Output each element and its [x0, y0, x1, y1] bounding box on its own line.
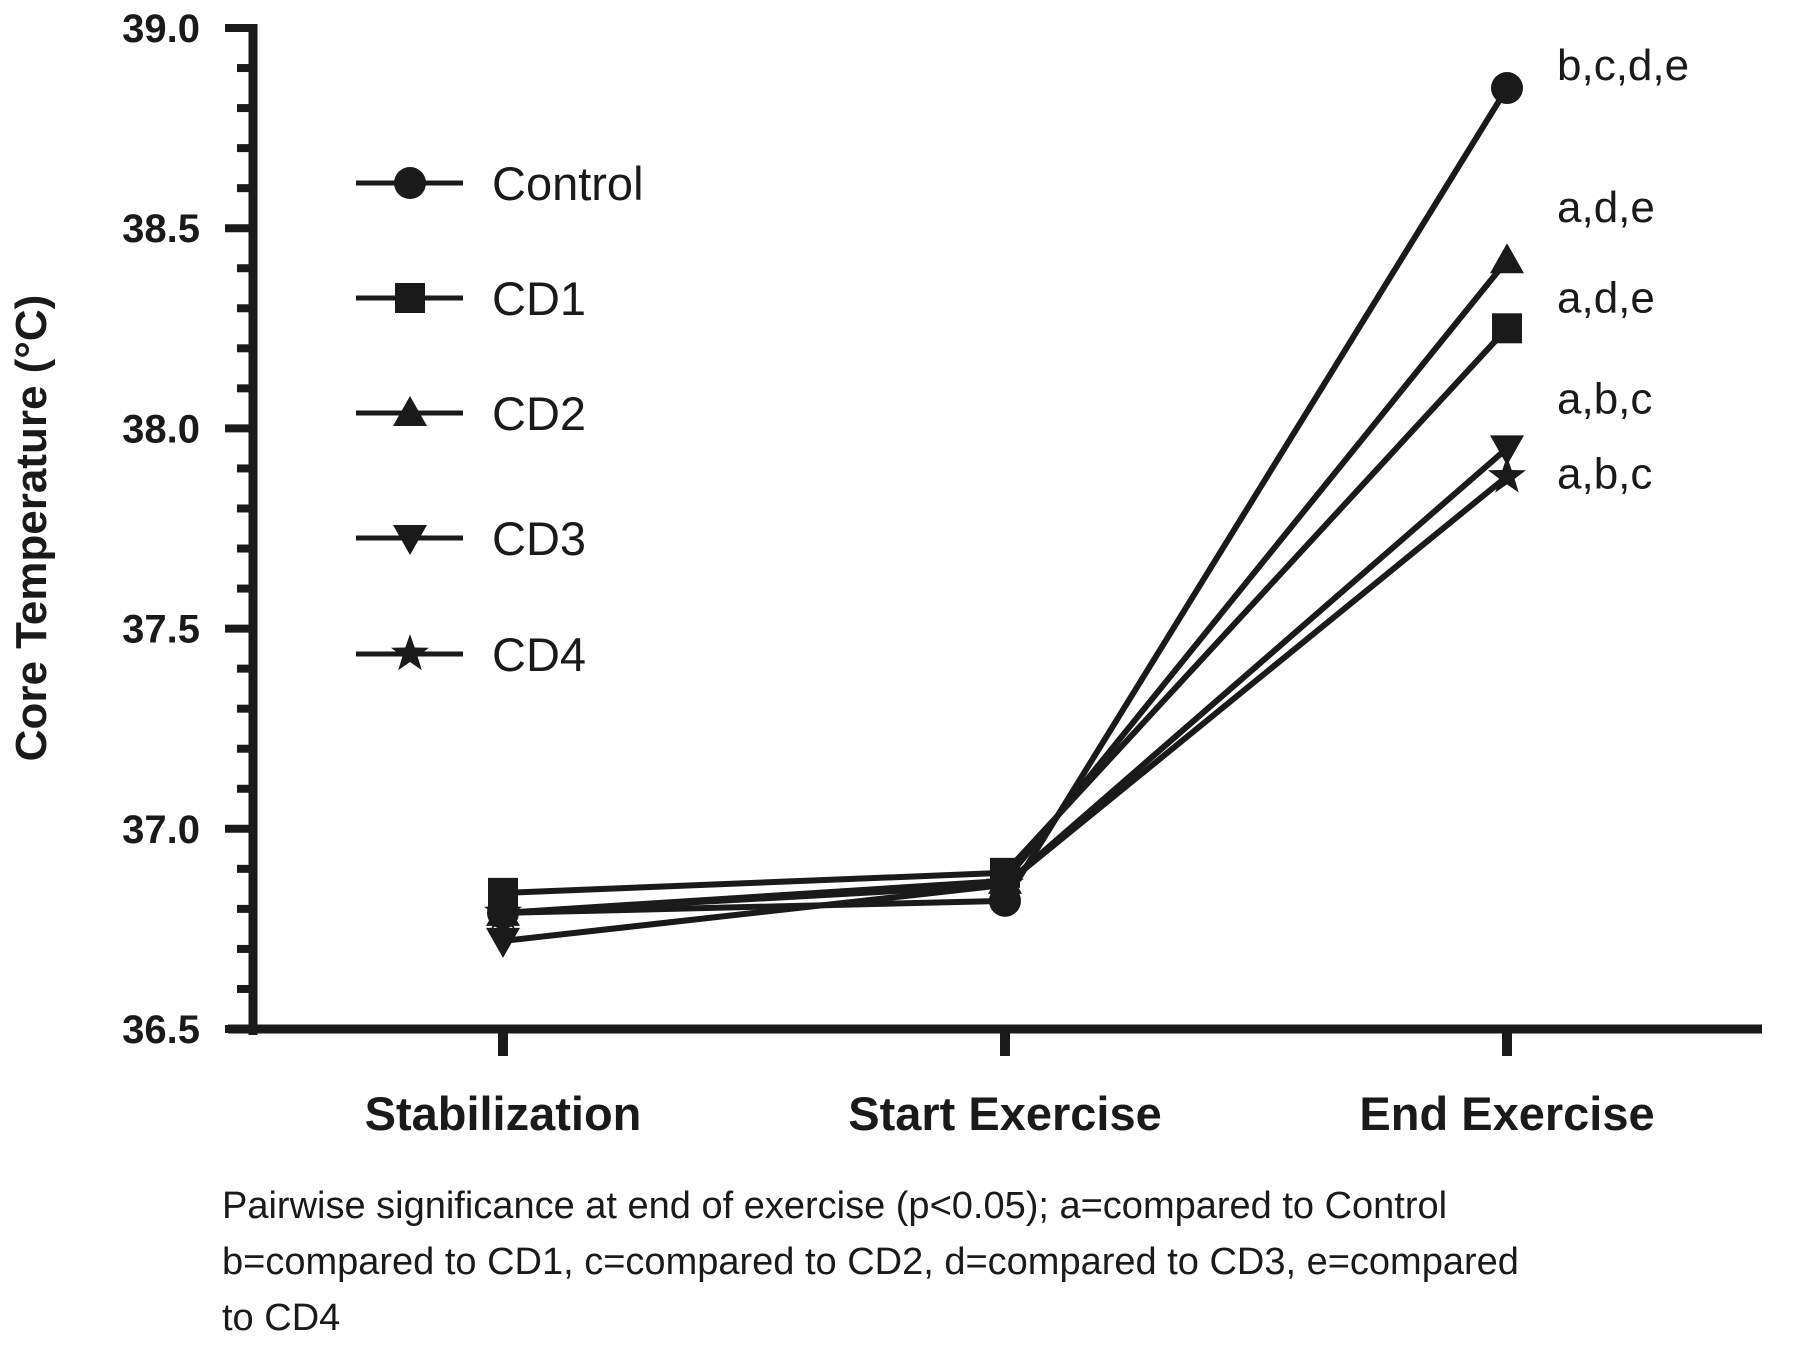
series-line-cd1: [502, 326, 1510, 896]
legend-label-control: Control: [492, 157, 644, 210]
series-line-control: [502, 86, 1510, 916]
y-tick-labels: 36.5 37.0 37.5 38.0 38.5 39.0: [122, 7, 200, 1052]
annotation-cd4: a,b,c: [1557, 449, 1652, 498]
legend-label-cd3: CD3: [492, 512, 586, 565]
legend-marker-cd2: [393, 396, 427, 426]
annotation-cd1: a,d,e: [1557, 273, 1655, 322]
y-tick-label: 38.5: [122, 207, 200, 251]
caption-line-3: to CD4: [222, 1297, 341, 1339]
y-tick-label: 38.0: [122, 407, 200, 451]
y-tick-label: 37.5: [122, 608, 200, 652]
caption: Pairwise significance at end of exercise…: [222, 1178, 1800, 1346]
x-tick-label: End Exercise: [1359, 1087, 1654, 1140]
annotation-cd2: a,d,e: [1557, 183, 1655, 232]
legend-label-cd2: CD2: [492, 387, 586, 440]
caption-line-1: Pairwise significance at end of exercise…: [222, 1185, 1448, 1227]
legend-marker-cd3: [393, 525, 427, 555]
significance-annotations: b,c,d,e a,d,e a,d,e a,b,c a,b,c: [1557, 41, 1689, 498]
legend-item-cd1: CD1: [356, 272, 586, 325]
data-point-cd3: [486, 927, 520, 958]
legend-item-cd3: CD3: [356, 512, 586, 565]
axes: [225, 24, 1762, 1056]
series-markers: [484, 72, 1526, 958]
series-lines: [502, 86, 1510, 944]
legend-label-cd1: CD1: [492, 272, 586, 325]
annotation-cd3: a,b,c: [1557, 374, 1652, 423]
legend: Control CD1 CD2 CD3 CD4: [356, 157, 644, 681]
series-line-cd2: [502, 258, 1510, 916]
data-point-control: [1491, 72, 1523, 105]
legend-item-cd2: CD2: [356, 387, 586, 440]
annotation-control: b,c,d,e: [1557, 41, 1689, 90]
x-tick-label: Stabilization: [365, 1087, 642, 1140]
data-point-cd4: [484, 892, 522, 930]
legend-marker-cd1: [395, 283, 425, 313]
legend-label-cd4: CD4: [492, 628, 586, 681]
data-point-cd1: [1492, 313, 1522, 344]
caption-line-2: b=compared to CD1, c=compared to CD2, d=…: [222, 1241, 1519, 1283]
series-line-cd4: [502, 474, 1509, 916]
data-point-cd4: [986, 864, 1024, 901]
legend-marker-control: [394, 167, 426, 199]
legend-item-cd4: CD4: [356, 628, 586, 681]
data-point-cd3: [1490, 435, 1524, 466]
y-tick-label: 36.5: [122, 1008, 200, 1052]
y-tick-label: 37.0: [122, 808, 200, 852]
y-axis-title: Core Temperature (°C): [7, 295, 56, 762]
legend-marker-cd4: [391, 634, 429, 671]
data-point-cd2: [1490, 243, 1524, 274]
x-tick-label: Start Exercise: [848, 1087, 1162, 1140]
legend-item-control: Control: [356, 157, 644, 210]
y-tick-label: 39.0: [122, 7, 200, 51]
data-point-cd4: [1488, 456, 1526, 493]
x-tick-labels: Stabilization Start Exercise End Exercise: [365, 1087, 1655, 1140]
